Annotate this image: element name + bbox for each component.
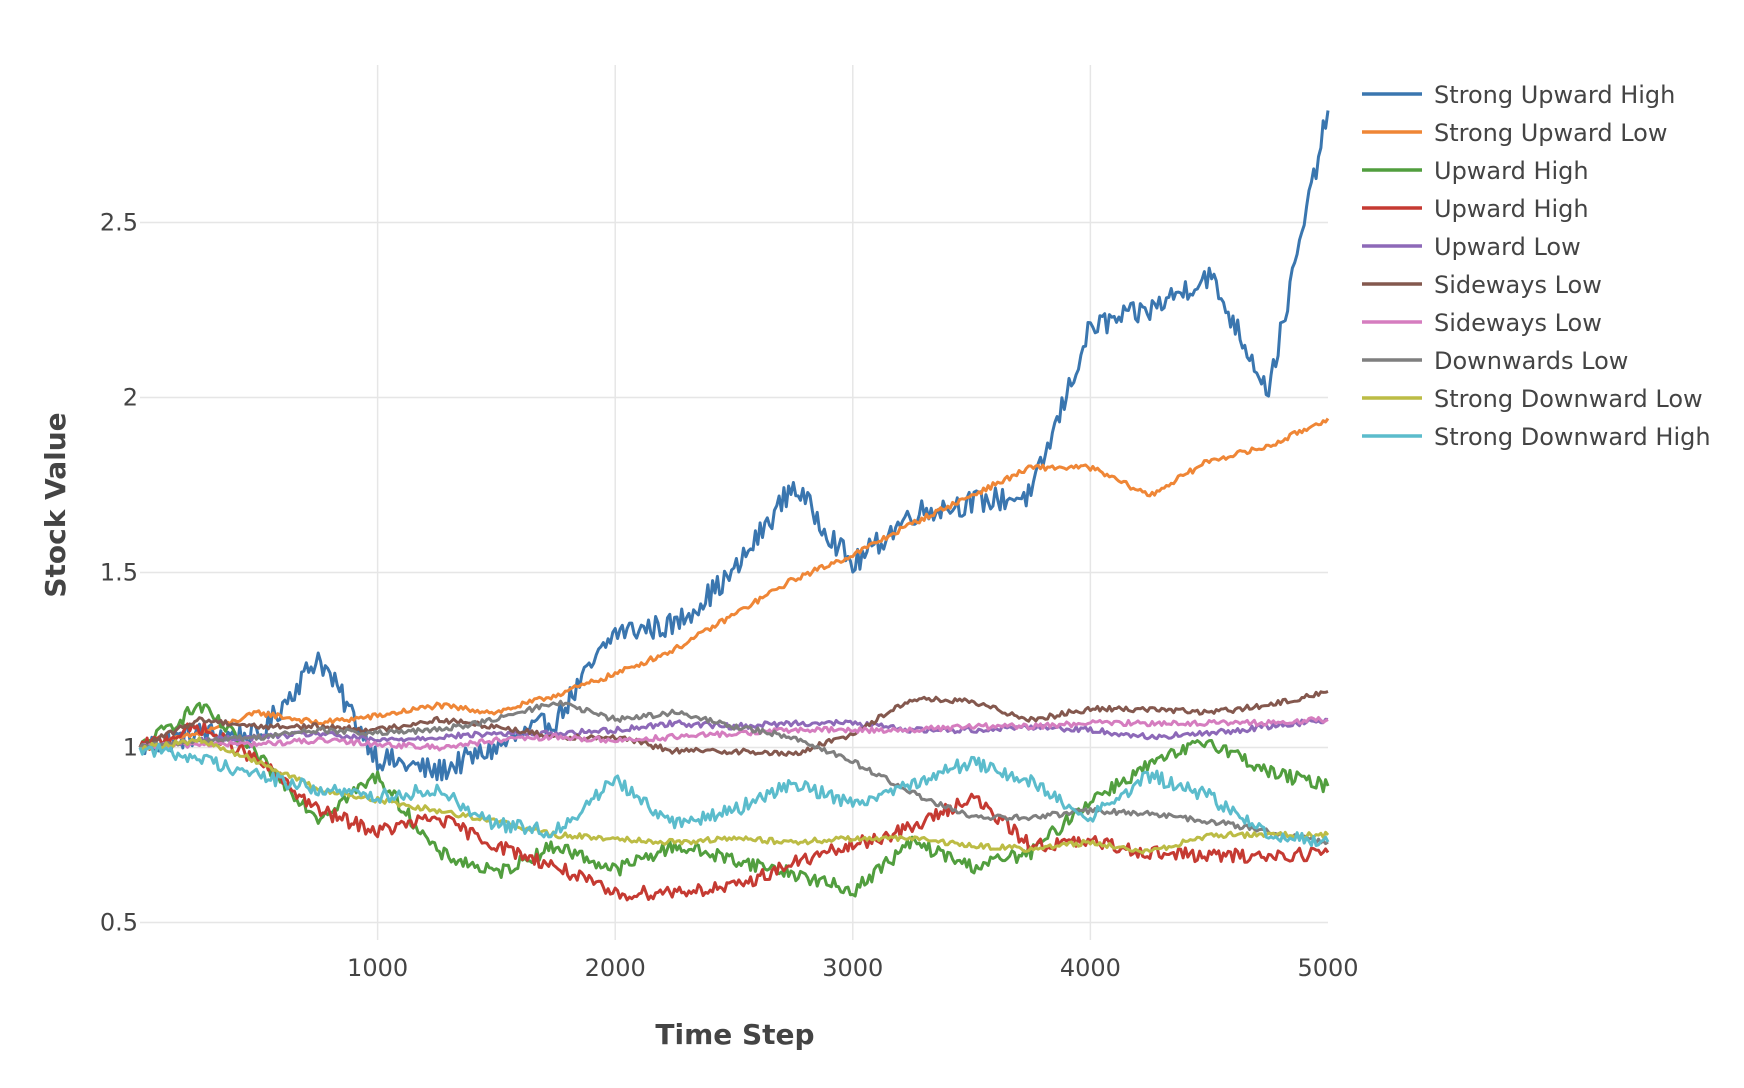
axis-ticks: 1000 2000 3000 4000 5000 0.5 1 1.5 2 2.5 <box>100 209 1359 983</box>
x-tick-label: 3000 <box>822 954 883 982</box>
grid-lines <box>140 65 1328 940</box>
series-line <box>138 736 1330 855</box>
y-tick-label: 1 <box>123 734 138 762</box>
legend-item[interactable]: Upward Low <box>1362 233 1581 261</box>
legend-label: Strong Upward Low <box>1434 119 1667 147</box>
y-tick-label: 2 <box>123 384 138 412</box>
x-axis-title: Time Step <box>655 1018 814 1051</box>
legend-item[interactable]: Strong Upward Low <box>1362 119 1667 147</box>
y-tick-label: 0.5 <box>100 909 138 937</box>
legend-item[interactable]: Strong Downward Low <box>1362 385 1703 413</box>
legend-item[interactable]: Strong Upward High <box>1362 81 1675 109</box>
x-tick-label: 5000 <box>1297 954 1358 982</box>
legend-label: Upward Low <box>1434 233 1581 261</box>
x-tick-label: 1000 <box>347 954 408 982</box>
legend-item[interactable]: Upward High <box>1362 195 1589 223</box>
x-tick-label: 4000 <box>1060 954 1121 982</box>
legend-label: Downwards Low <box>1434 347 1628 375</box>
legend-item[interactable]: Strong Downward High <box>1362 423 1711 451</box>
series-line <box>138 716 1329 752</box>
legend-label: Upward High <box>1434 195 1589 223</box>
legend-label: Strong Upward High <box>1434 81 1675 109</box>
x-tick-label: 2000 <box>585 954 646 982</box>
legend-label: Strong Downward High <box>1434 423 1711 451</box>
y-axis-title: Stock Value <box>39 412 72 597</box>
legend[interactable]: Strong Upward High Strong Upward Low Upwar… <box>1362 81 1711 451</box>
series-line <box>138 699 1329 846</box>
y-tick-label: 2.5 <box>100 209 138 237</box>
legend-label: Sideways Low <box>1434 309 1602 337</box>
series-line <box>138 110 1330 782</box>
series-line <box>138 717 1329 749</box>
series-line <box>138 690 1329 757</box>
legend-item[interactable]: Sideways Low <box>1362 271 1602 299</box>
legend-label: Strong Downward Low <box>1434 385 1703 413</box>
series-lines <box>138 110 1330 902</box>
legend-item[interactable]: Downwards Low <box>1362 347 1628 375</box>
legend-item[interactable]: Sideways Low <box>1362 309 1602 337</box>
legend-item[interactable]: Upward High <box>1362 157 1589 185</box>
legend-label: Sideways Low <box>1434 271 1602 299</box>
legend-label: Upward High <box>1434 157 1589 185</box>
series-line <box>138 701 1330 898</box>
y-tick-label: 1.5 <box>100 559 138 587</box>
series-line <box>139 417 1330 751</box>
series-line <box>138 742 1330 848</box>
